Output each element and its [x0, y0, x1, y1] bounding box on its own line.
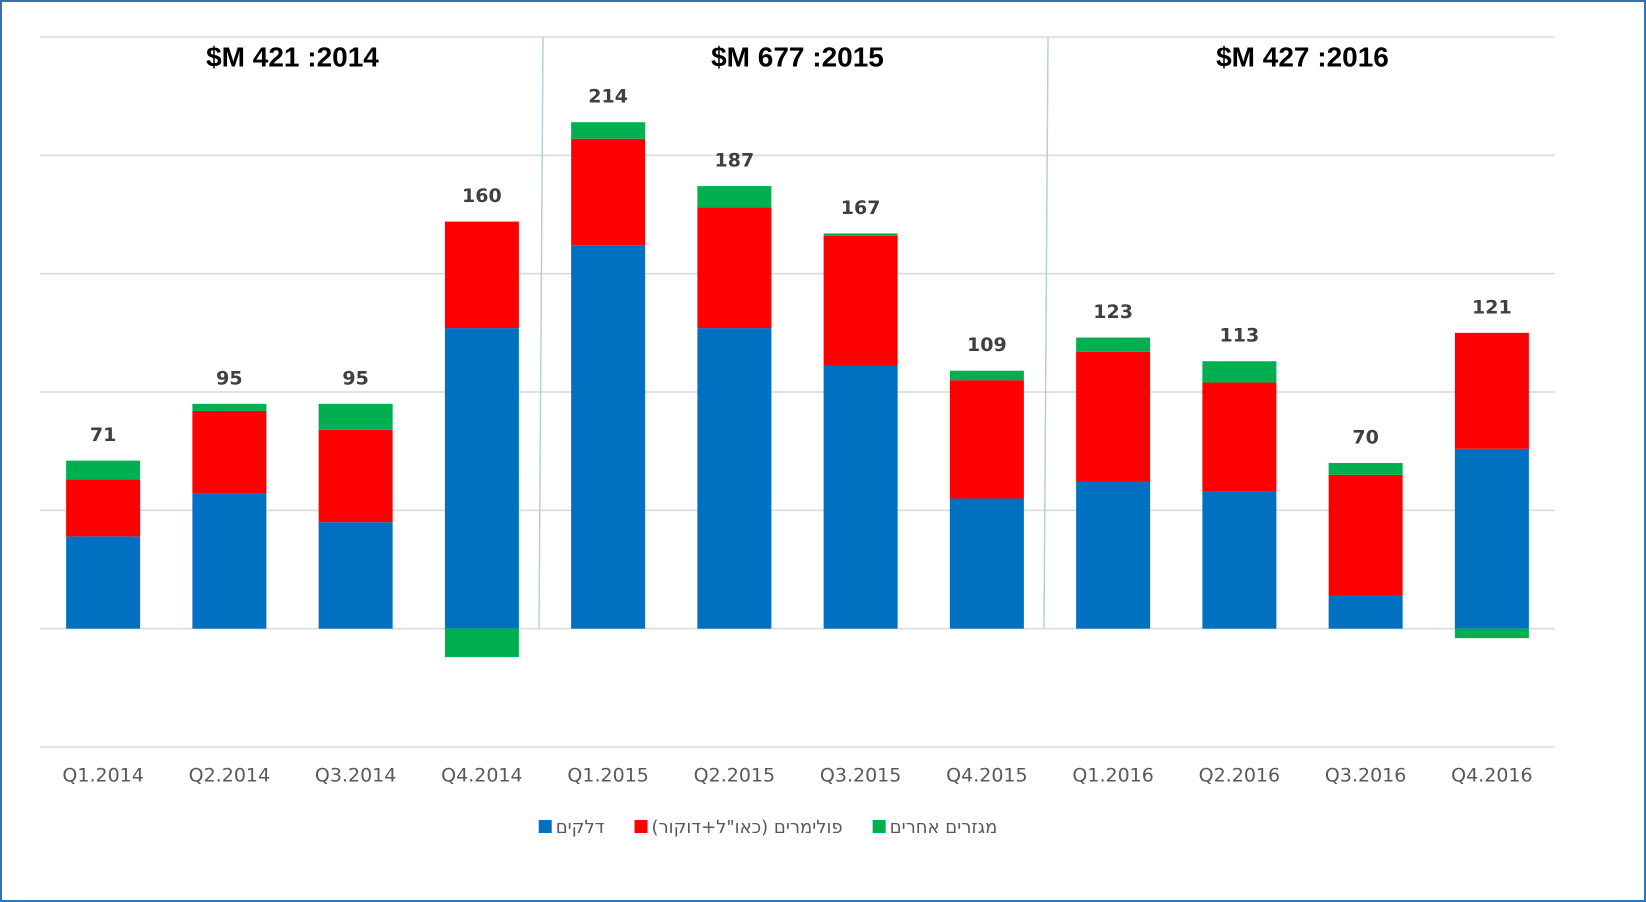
bar-segment: [1328, 474, 1403, 596]
x-tick-label: Q1.2016: [1072, 765, 1153, 787]
bar-segment: [318, 403, 393, 430]
bar-segment: [1202, 361, 1277, 383]
bar-segment: [192, 493, 267, 629]
bar-segment: [66, 460, 141, 480]
x-tick-label: Q3.2016: [1325, 765, 1406, 787]
bar-segment: [1202, 382, 1277, 492]
bar-segment: [318, 429, 393, 523]
total-label: 95: [216, 367, 242, 389]
x-tick-label: Q1.2014: [62, 765, 143, 787]
bar-segment: [192, 403, 267, 411]
bar-segment: [1454, 448, 1529, 629]
bar-segment: [1202, 491, 1277, 629]
total-label: 71: [90, 424, 116, 446]
x-tick-label: Q4.2015: [946, 765, 1027, 787]
legend-swatch: [634, 820, 648, 833]
bar-segment: [1076, 337, 1151, 352]
bar-segment: [444, 221, 519, 329]
bar-segment: [444, 628, 519, 658]
total-label: 121: [1472, 296, 1512, 318]
separator: [1043, 36, 1049, 629]
bar-segment: [66, 479, 141, 537]
bar-segment: [1328, 595, 1403, 629]
bar-segment: [697, 328, 772, 629]
x-tick-label: Q3.2014: [315, 765, 396, 787]
total-label: 113: [1220, 325, 1260, 347]
legend-label: מגזרים אחרים: [890, 817, 998, 838]
x-tick-label: Q2.2014: [189, 765, 270, 787]
legend-label: פולימרים (כאו"ל+דוקור): [652, 817, 843, 838]
bar-segment: [1076, 481, 1151, 629]
total-label: 167: [841, 197, 881, 219]
bar-segment: [192, 410, 267, 494]
total-label: 95: [342, 367, 368, 389]
bar-segment: [571, 245, 646, 629]
legend-label: דלקים: [556, 817, 605, 838]
bar-segment: [823, 233, 898, 236]
bar-segment: [949, 370, 1024, 381]
bar-segment: [66, 536, 141, 629]
bar-segment: [571, 138, 646, 246]
total-label: 187: [715, 150, 755, 172]
bar-segment: [697, 207, 772, 329]
bar-segment: [1454, 628, 1529, 639]
x-tick-label: Q4.2014: [441, 765, 522, 787]
year-annotation: $M 427 :2016: [1216, 41, 1389, 72]
legend-swatch: [538, 820, 552, 833]
bar-segment: [444, 328, 519, 629]
bar-segment: [1454, 332, 1529, 449]
total-label: 160: [462, 185, 502, 207]
bar-segment: [318, 522, 393, 629]
year-annotation: $M 421 :2014: [206, 41, 379, 72]
year-annotation: $M 677 :2015: [711, 41, 884, 72]
total-label: 214: [588, 86, 628, 108]
bar-segment: [1328, 463, 1403, 475]
legend-swatch: [872, 820, 886, 833]
total-label: 70: [1352, 427, 1378, 449]
bar-segment: [1076, 351, 1151, 482]
x-tick-label: Q2.2016: [1199, 765, 1280, 787]
bar-segment: [697, 186, 772, 208]
bar-segment: [949, 498, 1024, 629]
separator: [538, 36, 544, 629]
bar-segment: [949, 380, 1024, 499]
x-tick-label: Q2.2015: [694, 765, 775, 787]
total-label: 109: [967, 334, 1007, 356]
bar-segment: [823, 235, 898, 366]
x-tick-label: Q3.2015: [820, 765, 901, 787]
total-label: 123: [1093, 301, 1133, 323]
bar-segment: [823, 365, 898, 629]
x-tick-label: Q1.2015: [567, 765, 648, 787]
bar-segment: [571, 122, 646, 139]
x-tick-label: Q4.2016: [1451, 765, 1532, 787]
